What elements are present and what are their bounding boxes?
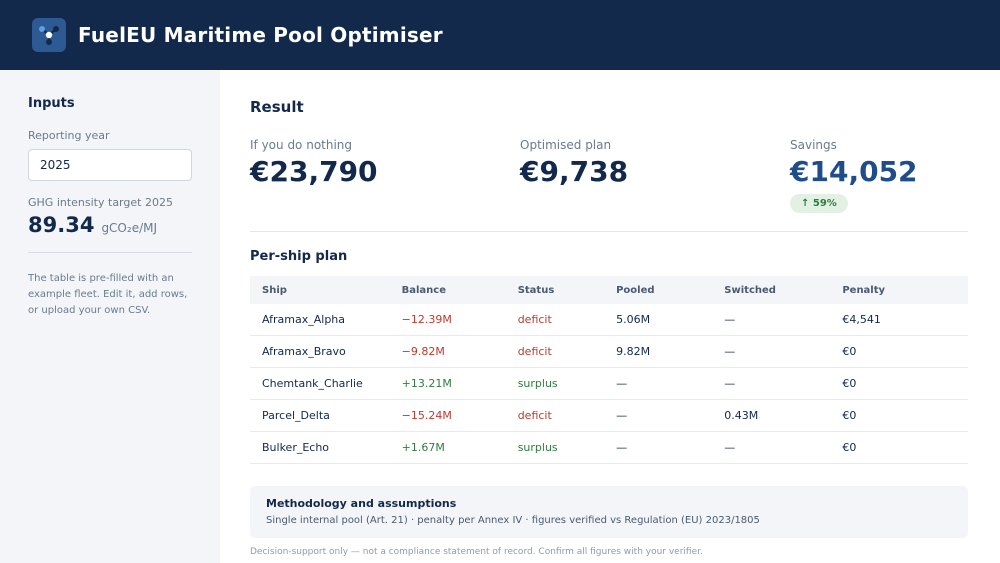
cell-pooled: 5.06M	[616, 313, 651, 326]
cell-balance: +1.67M	[401, 441, 445, 454]
per-ship-plan-title: Per-ship plan	[250, 249, 348, 264]
cell-penalty: €4,541	[842, 313, 881, 326]
cell-ship: Chemtank_Charlie	[262, 377, 363, 390]
inputs-sidebar: Inputs Reporting year GHG intensity targ…	[0, 70, 220, 563]
column-header-balance: Balance	[401, 284, 446, 296]
kpi-optimised-label: Optimised plan	[520, 138, 612, 152]
ghg-target-label: GHG intensity target 2025	[28, 196, 173, 209]
table-row: Parcel_Delta −15.24M deficit — 0.43M €0	[250, 400, 968, 432]
cell-switched: 0.43M	[724, 409, 759, 422]
app-header: FuelEU Maritime Pool Optimiser	[0, 0, 1000, 70]
cell-penalty: €0	[842, 441, 857, 454]
cell-ship: Aframax_Alpha	[262, 313, 346, 326]
column-header-status: Status	[517, 284, 555, 296]
reporting-year-label: Reporting year	[28, 129, 110, 142]
table-row: Aframax_Alpha −12.39M deficit 5.06M — €4…	[250, 304, 968, 336]
cell-status: surplus	[517, 441, 558, 454]
kpi-optimised-value: €9,738	[520, 155, 629, 188]
network-nodes-icon	[32, 18, 66, 52]
cell-balance: −12.39M	[401, 313, 452, 326]
cell-pooled: 9.82M	[616, 345, 651, 358]
kpi-divider	[250, 231, 968, 232]
cell-status: deficit	[517, 345, 552, 358]
cell-switched: —	[724, 377, 736, 390]
methodology-title: Methodology and assumptions	[266, 497, 457, 510]
cell-penalty: €0	[842, 345, 857, 358]
cell-ship: Bulker_Echo	[262, 441, 330, 454]
kpi-savings: Savings €14,052 ↑ 59%	[790, 138, 918, 213]
cell-switched: —	[724, 441, 736, 454]
per-ship-table: Ship Balance Status Pooled Switched Pena…	[250, 276, 968, 464]
ghg-target: 89.34 gCO₂e/MJ	[28, 213, 192, 237]
table-row: Bulker_Echo +1.67M surplus — — €0	[250, 432, 968, 464]
savings-badge: ↑ 59%	[790, 194, 848, 213]
cell-status: surplus	[517, 377, 558, 390]
sidebar-note: The table is pre-filled with an example …	[28, 273, 188, 316]
table-header: Ship Balance Status Pooled Switched Pena…	[250, 276, 968, 304]
cell-pooled: —	[616, 409, 628, 422]
cell-balance: +13.21M	[401, 377, 452, 390]
methodology-text: Single internal pool (Art. 21) · penalty…	[266, 515, 760, 526]
cell-penalty: €0	[842, 409, 857, 422]
methodology-panel: Methodology and assumptions Single inter…	[250, 486, 968, 538]
kpi-do-nothing-label: If you do nothing	[250, 138, 353, 152]
result-title: Result	[250, 98, 304, 116]
ghg-target-value: 89.34	[28, 213, 95, 237]
kpi-optimised: Optimised plan €9,738	[520, 138, 628, 188]
column-header-pooled: Pooled	[616, 284, 655, 296]
column-header-ship: Ship	[262, 284, 287, 296]
kpi-do-nothing-value: €23,790	[250, 155, 378, 188]
cell-switched: —	[724, 345, 736, 358]
cell-pooled: —	[616, 377, 628, 390]
cell-ship: Parcel_Delta	[262, 409, 330, 422]
cell-status: deficit	[517, 313, 552, 326]
kpi-savings-label: Savings	[790, 138, 837, 152]
column-header-penalty: Penalty	[842, 284, 886, 296]
app-title: FuelEU Maritime Pool Optimiser	[78, 23, 443, 47]
ghg-target-unit: gCO₂e/MJ	[101, 221, 158, 235]
cell-ship: Aframax_Bravo	[262, 345, 346, 358]
reporting-year-input[interactable]	[28, 149, 192, 181]
table-row: Aframax_Bravo −9.82M deficit 9.82M — €0	[250, 336, 968, 368]
kpi-savings-value: €14,052	[790, 155, 918, 188]
table-row: Chemtank_Charlie +13.21M surplus — — €0	[250, 368, 968, 400]
cell-switched: —	[724, 313, 736, 326]
cell-pooled: —	[616, 441, 628, 454]
sidebar-divider	[28, 252, 192, 253]
cell-status: deficit	[517, 409, 552, 422]
inputs-heading: Inputs	[28, 96, 75, 111]
disclaimer: Decision-support only — not a compliance…	[250, 547, 703, 557]
column-header-switched: Switched	[724, 284, 776, 296]
cell-penalty: €0	[842, 377, 857, 390]
cell-balance: −15.24M	[401, 409, 452, 422]
kpi-do-nothing: If you do nothing €23,790	[250, 138, 378, 188]
cell-balance: −9.82M	[401, 345, 445, 358]
